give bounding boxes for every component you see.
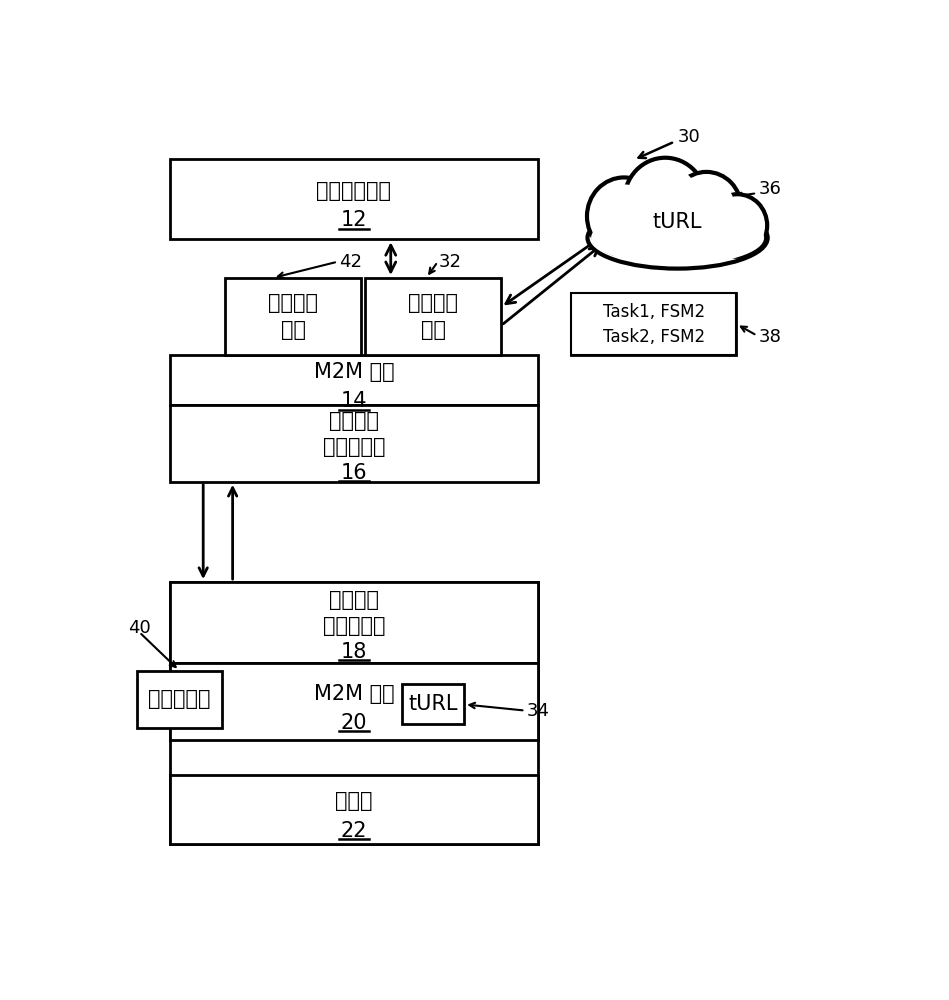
Bar (365, 278, 501, 355)
Circle shape (587, 177, 661, 255)
Bar (170, 405, 538, 482)
Bar (170, 663, 538, 740)
Text: 任务编排
模块: 任务编排 模块 (408, 293, 458, 340)
Circle shape (678, 178, 735, 239)
Circle shape (671, 172, 741, 245)
Ellipse shape (591, 211, 764, 265)
Bar (225, 278, 362, 355)
Ellipse shape (587, 207, 768, 269)
Bar (170, 355, 538, 405)
Text: M2M 装置: M2M 装置 (314, 684, 394, 704)
Text: 34: 34 (527, 702, 549, 720)
Bar (571, 293, 736, 355)
Text: Task1, FSM2
Task2, FSM2: Task1, FSM2 Task2, FSM2 (590, 301, 717, 347)
Bar (137, 671, 222, 728)
Text: 40: 40 (128, 619, 151, 637)
Text: 库功能: 库功能 (335, 791, 373, 811)
Text: 30: 30 (678, 128, 700, 146)
Circle shape (713, 200, 762, 251)
Bar (571, 293, 736, 355)
Bar (170, 774, 538, 844)
Text: 14: 14 (341, 391, 367, 411)
Text: 36: 36 (758, 180, 781, 198)
Text: 38: 38 (758, 328, 781, 346)
Text: 22: 22 (341, 821, 367, 841)
Text: 12: 12 (341, 210, 367, 230)
Text: 42: 42 (340, 253, 363, 271)
Bar (401, 684, 464, 724)
Text: 事件触发
决定: 事件触发 决定 (269, 293, 318, 340)
Text: 16: 16 (341, 463, 367, 483)
Circle shape (707, 194, 767, 257)
Text: Task1, FSM2
Task2, FSM2: Task1, FSM2 Task2, FSM2 (603, 303, 705, 346)
Text: 32: 32 (438, 253, 461, 271)
Text: 装置管理
协议服务器: 装置管理 协议服务器 (323, 411, 385, 457)
Circle shape (624, 158, 706, 244)
Text: 装置管理
协议客户端: 装置管理 协议客户端 (323, 590, 385, 636)
Text: 18: 18 (341, 642, 367, 662)
Text: 20: 20 (341, 713, 367, 733)
Bar (170, 158, 538, 239)
Text: 任务管理应用: 任务管理应用 (316, 181, 392, 201)
Bar (170, 582, 538, 663)
Text: tURL: tURL (408, 694, 457, 714)
Text: 标签库映射: 标签库映射 (148, 689, 211, 709)
Circle shape (594, 184, 655, 248)
Circle shape (631, 165, 699, 236)
Text: tURL: tURL (653, 212, 702, 232)
Bar (170, 582, 538, 844)
Text: M2M 平台: M2M 平台 (314, 362, 394, 382)
